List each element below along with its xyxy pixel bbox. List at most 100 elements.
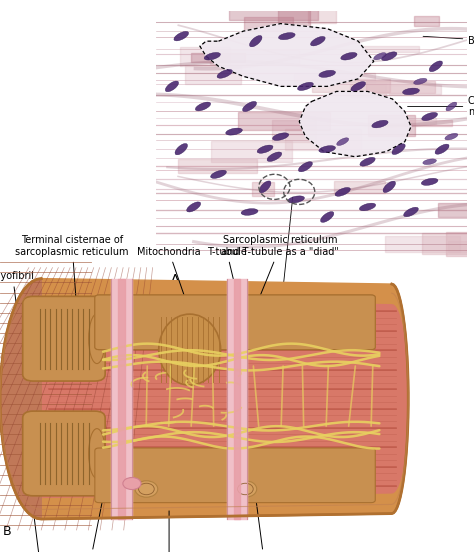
Ellipse shape [341, 52, 357, 60]
Ellipse shape [257, 145, 273, 153]
Ellipse shape [360, 157, 375, 166]
Text: Terminal cisternae of
sarcoplasmic reticulum: Terminal cisternae of sarcoplasmic retic… [16, 235, 129, 300]
Polygon shape [438, 203, 474, 217]
Polygon shape [390, 85, 441, 94]
Text: Sarcoplasmic reticulum
and T-tubule as a "diad": Sarcoplasmic reticulum and T-tubule as a… [221, 235, 339, 314]
Text: Myofibril: Myofibril [0, 272, 34, 336]
FancyBboxPatch shape [243, 295, 375, 349]
FancyBboxPatch shape [128, 295, 239, 349]
Ellipse shape [288, 196, 304, 203]
Polygon shape [278, 5, 310, 26]
Ellipse shape [319, 70, 336, 77]
Polygon shape [334, 181, 385, 193]
Polygon shape [299, 92, 411, 157]
FancyBboxPatch shape [243, 448, 375, 503]
Polygon shape [385, 236, 460, 252]
Polygon shape [191, 52, 245, 61]
Text: B: B [2, 525, 11, 538]
Ellipse shape [337, 138, 349, 146]
Ellipse shape [226, 128, 242, 135]
Text: Sarcolemma: Sarcolemma [60, 500, 121, 552]
Ellipse shape [445, 134, 458, 140]
Polygon shape [285, 129, 361, 150]
Polygon shape [446, 232, 474, 256]
Ellipse shape [422, 113, 438, 120]
Ellipse shape [299, 162, 312, 172]
FancyBboxPatch shape [243, 295, 375, 349]
Ellipse shape [382, 52, 397, 61]
Polygon shape [211, 141, 292, 162]
Polygon shape [309, 4, 336, 23]
Ellipse shape [423, 159, 437, 164]
Polygon shape [185, 65, 241, 84]
Ellipse shape [429, 61, 442, 72]
Ellipse shape [402, 88, 419, 95]
Ellipse shape [383, 181, 395, 193]
Ellipse shape [435, 144, 449, 154]
Ellipse shape [359, 203, 376, 211]
Ellipse shape [267, 152, 282, 161]
Ellipse shape [421, 178, 438, 185]
Ellipse shape [279, 33, 295, 40]
Text: T-tubule: T-tubule [207, 247, 247, 293]
Ellipse shape [351, 82, 365, 91]
FancyBboxPatch shape [95, 448, 126, 503]
Polygon shape [0, 279, 408, 519]
FancyBboxPatch shape [23, 296, 105, 381]
Polygon shape [229, 0, 319, 20]
Polygon shape [404, 120, 452, 125]
Ellipse shape [243, 102, 256, 112]
Polygon shape [362, 46, 419, 51]
Polygon shape [350, 84, 385, 97]
Polygon shape [293, 73, 374, 82]
Ellipse shape [273, 133, 289, 140]
Polygon shape [0, 279, 41, 519]
Text: Blood vessels: Blood vessels [423, 36, 474, 46]
FancyBboxPatch shape [23, 411, 105, 496]
Ellipse shape [175, 144, 188, 155]
Polygon shape [311, 79, 390, 92]
Polygon shape [272, 120, 316, 142]
Text: A: A [171, 273, 179, 286]
Ellipse shape [204, 52, 220, 60]
Ellipse shape [298, 82, 313, 91]
Text: Z-band: Z-band [246, 500, 281, 552]
Ellipse shape [159, 314, 220, 385]
Text: Intercalated
disks: Intercalated disks [251, 197, 310, 322]
Ellipse shape [335, 188, 350, 197]
Polygon shape [180, 47, 230, 66]
Polygon shape [252, 183, 274, 196]
Ellipse shape [89, 428, 105, 479]
Polygon shape [238, 112, 330, 130]
Ellipse shape [217, 70, 232, 78]
Polygon shape [414, 16, 439, 25]
Text: Cardiac myocyte
nuclei: Cardiac myocyte nuclei [408, 95, 474, 117]
Ellipse shape [374, 52, 386, 60]
Ellipse shape [249, 35, 262, 47]
Polygon shape [0, 300, 408, 497]
Text: Mitochondria: Mitochondria [137, 247, 201, 309]
FancyBboxPatch shape [128, 448, 239, 503]
Polygon shape [448, 241, 474, 252]
Polygon shape [210, 50, 299, 63]
Ellipse shape [259, 181, 271, 193]
Ellipse shape [135, 481, 158, 497]
FancyBboxPatch shape [95, 295, 126, 349]
Ellipse shape [195, 102, 210, 111]
Ellipse shape [414, 78, 427, 84]
Ellipse shape [319, 146, 336, 153]
Polygon shape [366, 81, 435, 93]
Text: Sarcoplasmic reticulum: Sarcoplasmic reticulum [112, 511, 226, 552]
Polygon shape [368, 115, 415, 136]
Polygon shape [200, 24, 374, 86]
Circle shape [123, 477, 141, 490]
Polygon shape [244, 18, 293, 31]
Ellipse shape [310, 36, 325, 46]
Polygon shape [407, 118, 436, 124]
Ellipse shape [372, 120, 388, 128]
Text: Collagenous basement membrane: Collagenous basement membrane [0, 511, 126, 552]
Polygon shape [178, 159, 256, 173]
Ellipse shape [165, 81, 179, 92]
Ellipse shape [241, 209, 258, 215]
Ellipse shape [89, 314, 105, 364]
